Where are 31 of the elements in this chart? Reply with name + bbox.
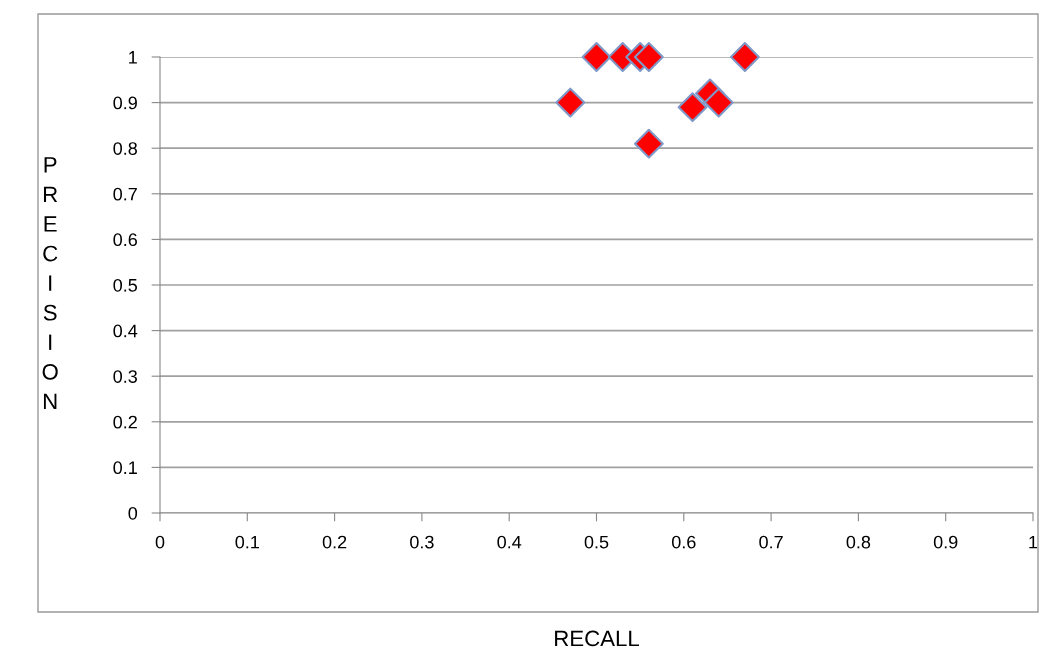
- x-tick-label: 0.1: [235, 535, 259, 549]
- y-tick-label: 0.2: [113, 415, 137, 429]
- text: PRECISION: [42, 157, 58, 410]
- point: [729, 42, 760, 72]
- point: [633, 128, 664, 159]
- x-tick-label: 0.5: [584, 535, 609, 549]
- point: [677, 92, 708, 123]
- y-tick-label: 0: [128, 506, 138, 520]
- x-axis-title: RECALL: [555, 630, 639, 647]
- point: [581, 42, 612, 72]
- x-tick-label: 0: [155, 535, 165, 549]
- x-tick-label: 0.7: [759, 535, 783, 549]
- y-tick-label: 0.4: [113, 324, 138, 338]
- x-tick-label: 0.8: [846, 535, 871, 549]
- x-tick-label: 0.4: [497, 535, 522, 549]
- y-tick-label: 0.3: [113, 370, 137, 383]
- y-tick-label: 0.7: [113, 187, 137, 201]
- y-tick-label: 0.5: [113, 278, 138, 292]
- y-tick-label: 0.1: [113, 461, 137, 475]
- y-tick-label: 1: [129, 51, 137, 64]
- y-tick-label: 0.8: [113, 142, 137, 155]
- x-tick-label: 0.2: [322, 535, 347, 549]
- x-tick-label: 1: [1029, 535, 1038, 549]
- point: [633, 42, 664, 72]
- y-tick-label: 0.6: [113, 233, 137, 247]
- x-tick-label: 0.3: [410, 535, 434, 549]
- x-tick-label: 0.9: [933, 535, 958, 549]
- point: [703, 87, 734, 118]
- point: [555, 87, 586, 118]
- x-tick-label: 0.6: [671, 535, 696, 549]
- y-tick-label: 0.9: [113, 96, 137, 110]
